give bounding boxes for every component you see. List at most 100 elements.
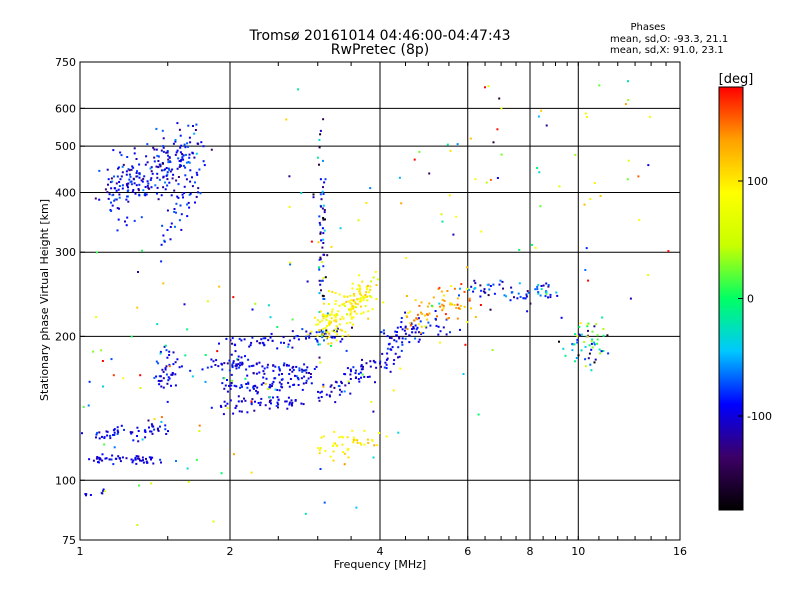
data-point: [364, 305, 367, 307]
data-point: [438, 286, 441, 289]
data-point: [134, 458, 137, 461]
data-point: [107, 183, 109, 186]
data-point: [210, 406, 213, 409]
data-point: [303, 363, 306, 366]
data-point: [175, 460, 177, 462]
data-point: [318, 215, 321, 218]
data-point: [318, 163, 320, 166]
data-point: [252, 387, 255, 390]
data-point: [317, 390, 319, 393]
data-point: [560, 316, 563, 319]
data-point: [246, 374, 249, 377]
data-point: [255, 362, 258, 365]
data-point: [174, 361, 177, 364]
data-point: [238, 337, 241, 340]
data-point: [164, 181, 166, 184]
data-point: [312, 196, 315, 199]
data-point: [391, 346, 394, 349]
data-point: [355, 506, 358, 509]
data-point: [349, 294, 352, 297]
data-point: [360, 364, 363, 367]
data-point: [109, 181, 112, 184]
data-point: [156, 323, 159, 326]
data-point: [287, 343, 290, 346]
data-point: [115, 457, 118, 460]
data-point: [396, 326, 399, 329]
data-point: [98, 431, 101, 434]
data-point: [159, 380, 161, 383]
data-point: [317, 319, 319, 322]
data-point: [261, 365, 264, 368]
data-point: [318, 449, 321, 452]
data-point: [297, 338, 300, 341]
data-point: [328, 336, 331, 338]
data-point: [325, 329, 328, 332]
data-point: [445, 333, 448, 336]
data-point: [111, 454, 114, 457]
data-point: [366, 295, 369, 298]
data-point: [189, 180, 192, 183]
data-point: [390, 337, 393, 340]
data-point: [161, 368, 164, 371]
data-point: [180, 144, 183, 147]
data-point: [101, 453, 104, 456]
data-point: [189, 169, 192, 172]
data-point: [88, 380, 91, 383]
data-point: [103, 443, 106, 446]
data-point: [339, 328, 342, 331]
data-point: [545, 282, 548, 285]
data-point: [193, 132, 196, 135]
data-point: [359, 442, 362, 444]
data-point: [130, 432, 133, 435]
data-point: [333, 386, 336, 389]
data-point: [282, 364, 285, 367]
data-point: [137, 189, 140, 192]
data-point: [170, 384, 172, 387]
data-point: [290, 399, 293, 402]
data-point: [170, 222, 173, 225]
data-point: [187, 480, 190, 483]
data-point: [352, 299, 355, 302]
data-point: [334, 292, 337, 294]
data-point: [131, 190, 134, 193]
data-point: [317, 241, 320, 244]
data-point: [183, 143, 186, 146]
data-point: [343, 302, 346, 305]
data-point: [248, 365, 251, 368]
data-point: [288, 205, 291, 208]
data-point: [235, 385, 238, 388]
data-point: [466, 266, 468, 269]
data-point: [287, 381, 290, 384]
data-point: [139, 459, 141, 462]
data-point: [121, 456, 124, 459]
data-point: [139, 374, 142, 377]
data-point: [113, 199, 116, 202]
data-point: [351, 282, 354, 285]
data-point: [186, 328, 189, 331]
data-point: [588, 344, 591, 347]
data-point: [338, 436, 341, 439]
data-point: [419, 320, 422, 323]
data-point: [450, 303, 452, 306]
data-point: [150, 177, 153, 180]
data-point: [629, 297, 632, 300]
data-point: [383, 332, 386, 335]
x-tick-label: 6: [464, 545, 471, 558]
data-point: [347, 334, 350, 337]
data-point: [420, 325, 423, 328]
data-point: [206, 366, 209, 369]
data-point: [503, 294, 506, 297]
data-point: [157, 379, 160, 382]
data-point: [318, 311, 321, 313]
data-point: [130, 458, 133, 461]
data-point: [328, 320, 331, 323]
data-point: [164, 424, 167, 427]
data-point: [439, 341, 441, 344]
data-point: [210, 148, 213, 151]
data-point: [365, 286, 368, 288]
data-point: [169, 170, 172, 173]
data-point: [468, 288, 471, 291]
data-point: [129, 180, 132, 183]
data-point: [118, 166, 120, 169]
